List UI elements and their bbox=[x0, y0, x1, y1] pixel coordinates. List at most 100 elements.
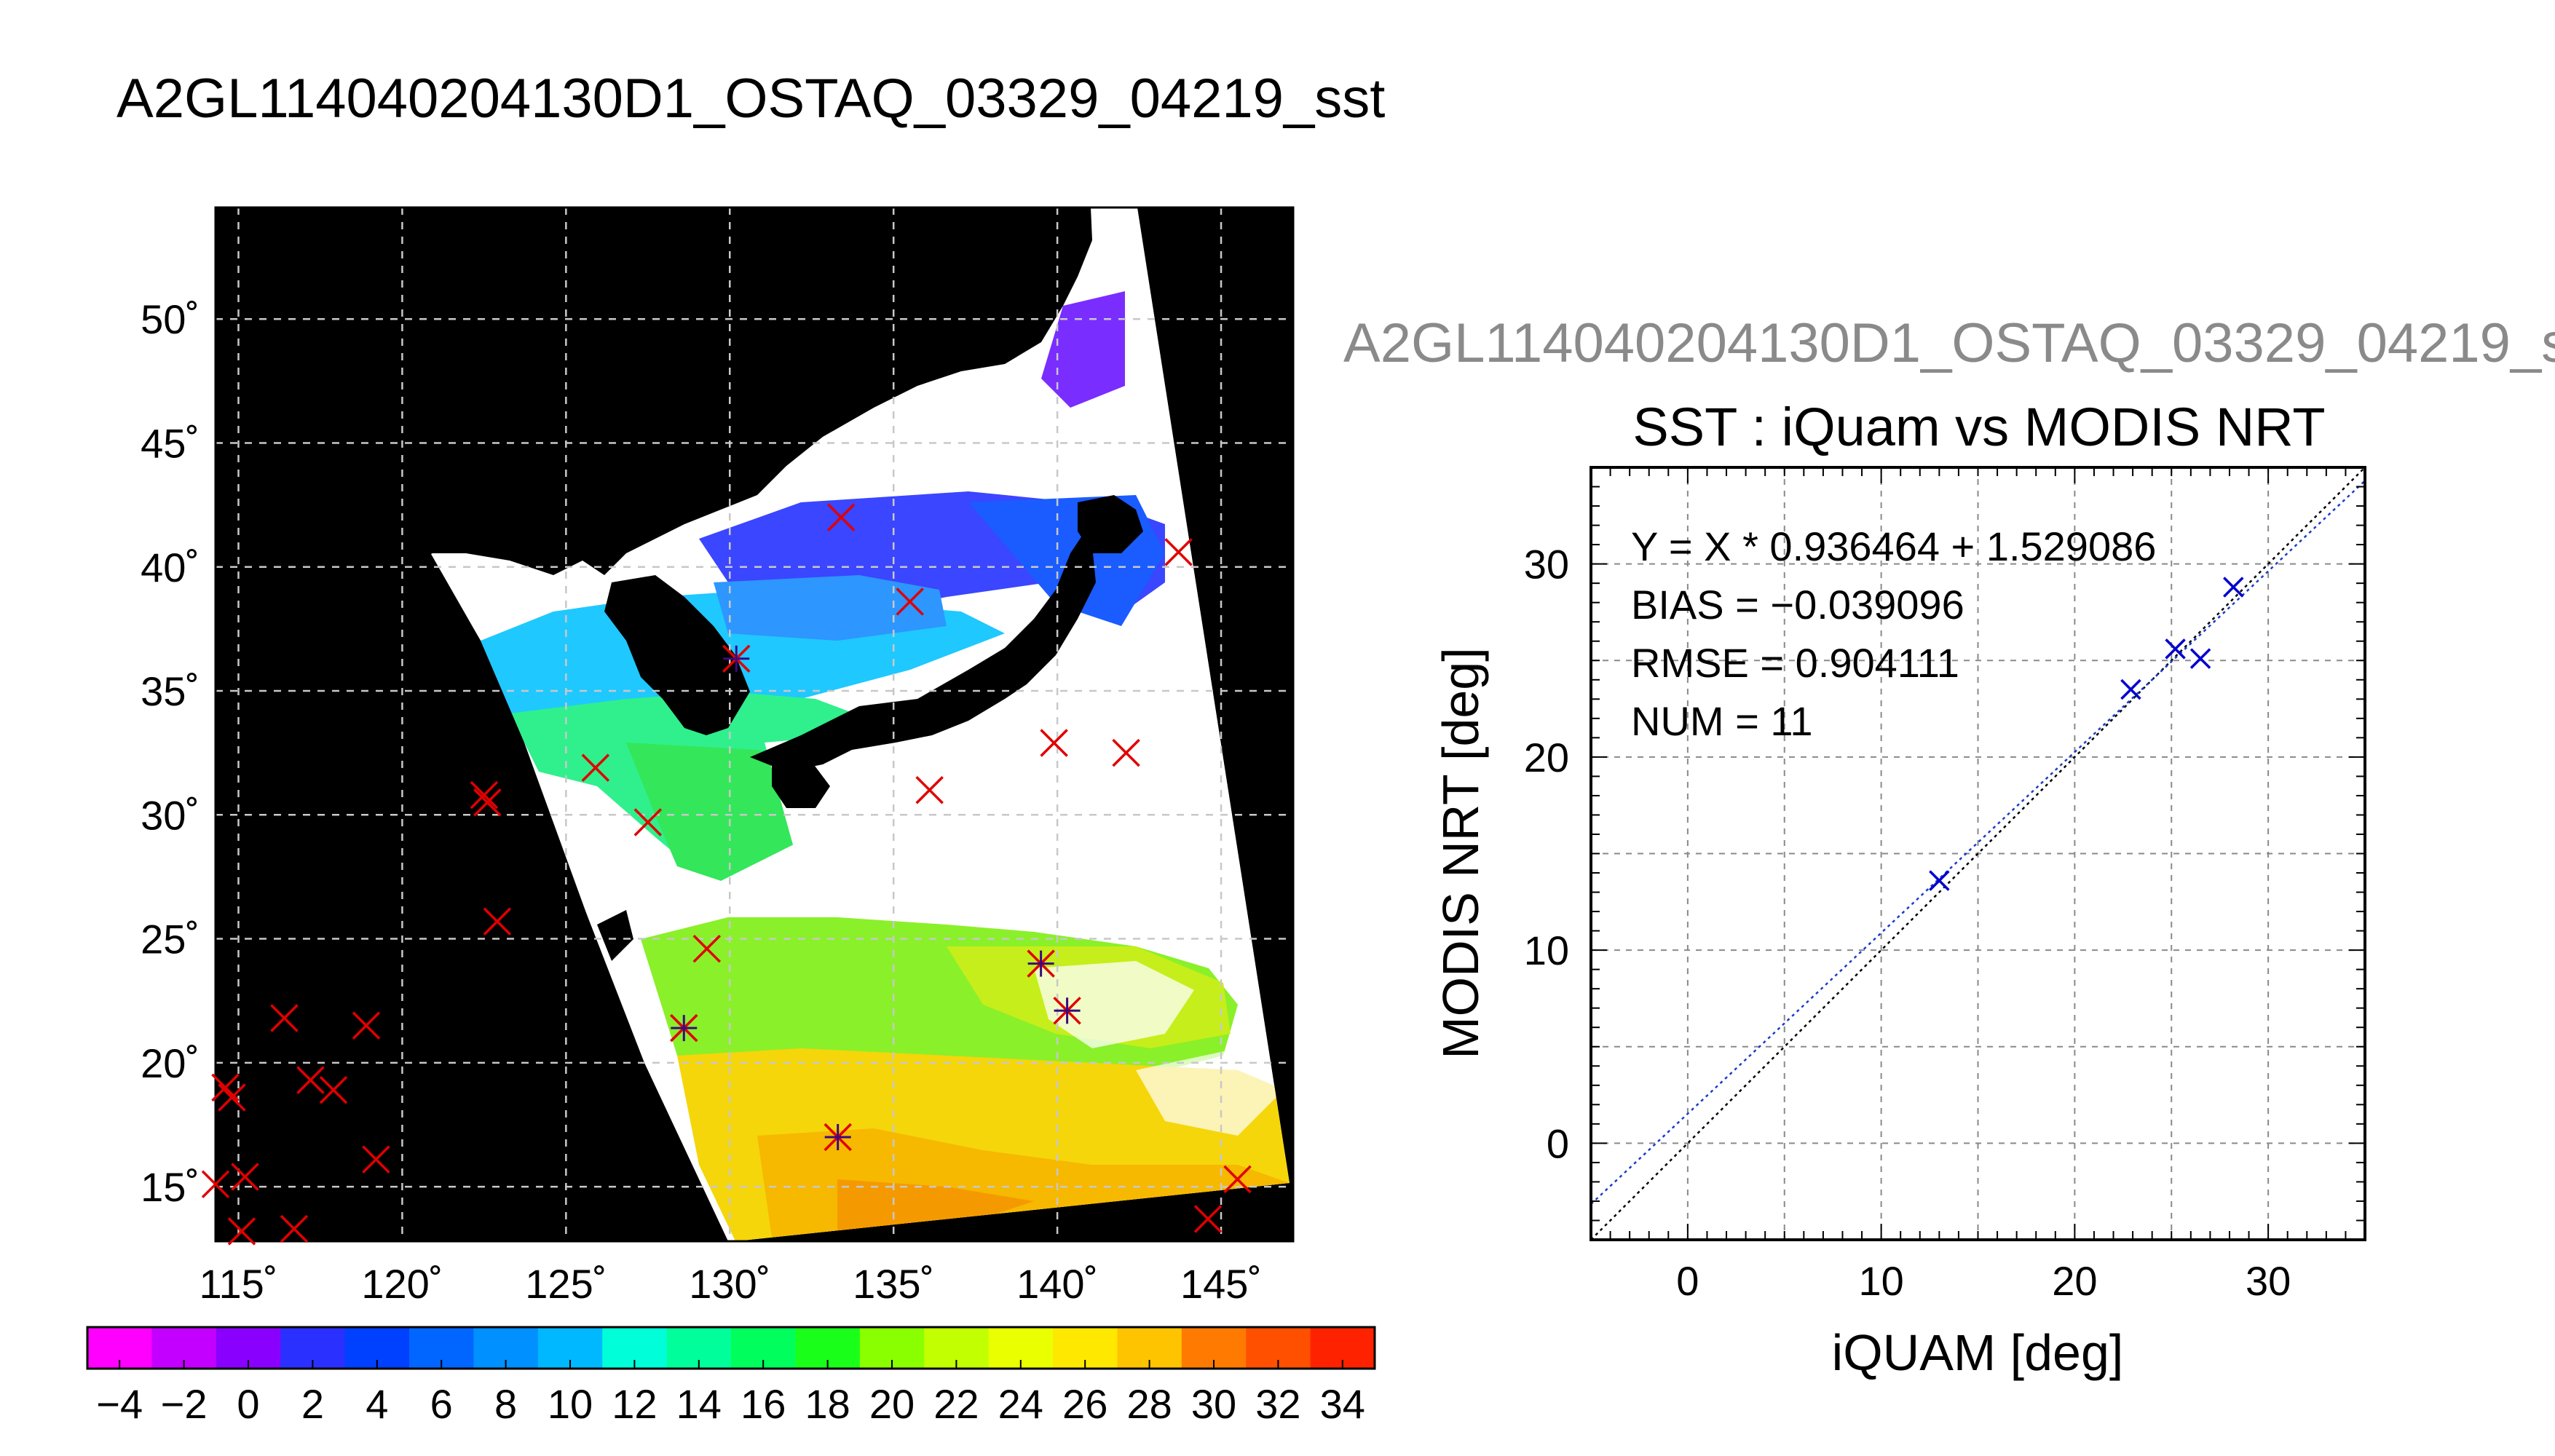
map-marker-red bbox=[581, 753, 610, 782]
map-marker-red bbox=[473, 788, 502, 817]
map-marker-red bbox=[227, 1217, 256, 1246]
map-marker-matched bbox=[824, 1123, 852, 1152]
map-marker-red bbox=[692, 934, 722, 963]
map-lon-tick: 115˚ bbox=[200, 1261, 278, 1307]
map-marker-red bbox=[1164, 538, 1193, 566]
colorbar-tick: 30 bbox=[1191, 1381, 1236, 1427]
map-marker-red bbox=[826, 503, 856, 531]
map-lat-tick: 50˚ bbox=[141, 296, 200, 342]
map-lon-tick: 140˚ bbox=[1016, 1261, 1098, 1307]
map-marker-red bbox=[231, 1163, 259, 1191]
map-marker-red bbox=[470, 780, 499, 810]
map-marker-red bbox=[483, 907, 512, 935]
landmass-kyushu bbox=[772, 757, 830, 808]
map-marker-matched bbox=[670, 1013, 698, 1042]
map-marker-red bbox=[1223, 1165, 1252, 1194]
colorbar-tick: 6 bbox=[430, 1381, 453, 1427]
map-lat-tick: 15˚ bbox=[141, 1164, 200, 1210]
map-lat-tick: 45˚ bbox=[141, 421, 200, 467]
colorbar-tick: 18 bbox=[805, 1381, 850, 1427]
scatter-y-tick: 20 bbox=[1524, 735, 1569, 780]
colorbar-tick: 28 bbox=[1126, 1381, 1172, 1427]
landmass-japan bbox=[750, 531, 1096, 772]
scatter-ticks: 0 10 20 30 0 10 20 30 bbox=[1524, 467, 2366, 1304]
colorbar-tick: 4 bbox=[366, 1381, 388, 1427]
scatter-x-tick: 10 bbox=[1858, 1258, 1903, 1304]
colorbar-tick: 16 bbox=[741, 1381, 786, 1427]
colorbar-tick: 14 bbox=[676, 1381, 722, 1427]
map-marker-red bbox=[352, 1011, 381, 1040]
map-lon-tick: 130˚ bbox=[689, 1261, 770, 1307]
landmass-korea bbox=[604, 575, 750, 735]
scatter-title: SST : iQuam vs MODIS NRT bbox=[1632, 397, 2325, 457]
map-lat-tick: 35˚ bbox=[141, 668, 200, 714]
map-marker-red bbox=[915, 776, 944, 804]
map-marker-red bbox=[1193, 1205, 1223, 1233]
map-marker-matched bbox=[1027, 949, 1055, 978]
map-marker-matched bbox=[722, 644, 751, 673]
scatter-stat-line: NUM = 11 bbox=[1631, 698, 1812, 744]
scatter-point bbox=[1929, 870, 1950, 891]
map-markers bbox=[201, 503, 1252, 1246]
scatter-point bbox=[2165, 638, 2186, 660]
map-marker-red bbox=[633, 808, 663, 836]
colorbar-frame bbox=[86, 1326, 1376, 1370]
colorbar-tick: −2 bbox=[161, 1381, 208, 1427]
scatter-y-tick: 30 bbox=[1524, 542, 1569, 587]
map-marker-red bbox=[319, 1076, 348, 1104]
map-frame bbox=[214, 206, 1295, 1243]
scatter-x-tick: 20 bbox=[2052, 1258, 2097, 1304]
map-marker-red bbox=[1112, 738, 1140, 767]
colorbar-tick: 0 bbox=[237, 1381, 259, 1427]
scatter-y-axis-label: MODIS NRT [deg] bbox=[1432, 647, 1489, 1059]
colorbar: −4 −2 0 2 4 6 8 10 12 14 16 18 20 22 24 26 28 30 32 34 bbox=[86, 1326, 1376, 1427]
landmass-hokkaido bbox=[1078, 495, 1143, 553]
map-lat-tick: 25˚ bbox=[141, 917, 200, 962]
map-lat-tick: 40˚ bbox=[141, 545, 200, 590]
scatter-stat-line: BIAS = −0.039096 bbox=[1631, 582, 1964, 628]
colorbar-tick: 34 bbox=[1320, 1381, 1365, 1427]
scatter-stat-line: Y = X * 0.936464 + 1.529086 bbox=[1631, 523, 2156, 569]
landmass-asia bbox=[216, 207, 1092, 1241]
colorbar-tick: −4 bbox=[96, 1381, 143, 1427]
colorbar-tick: 20 bbox=[869, 1381, 915, 1427]
scatter-y-tick: 10 bbox=[1524, 927, 1569, 973]
map-marker-red bbox=[218, 1083, 246, 1112]
map-marker-red bbox=[362, 1145, 390, 1174]
scatter-x-axis-label: iQUAM [deg] bbox=[1832, 1324, 2124, 1381]
colorbar-tick: 32 bbox=[1255, 1381, 1300, 1427]
map-lat-tick: 20˚ bbox=[141, 1040, 200, 1086]
map-marker-red bbox=[270, 1004, 299, 1032]
page-title: A2GL114040204130D1_OSTAQ_03329_04219_sst bbox=[117, 68, 1386, 130]
scatter-point bbox=[2120, 678, 2141, 700]
map-lat-tick: 30˚ bbox=[141, 792, 200, 838]
map-marker-red bbox=[296, 1066, 325, 1094]
scatter-stats: Y = X * 0.936464 + 1.529086 BIAS = −0.039… bbox=[1631, 523, 2156, 744]
colorbar-tick: 24 bbox=[998, 1381, 1043, 1427]
scatter-grid bbox=[1591, 467, 2365, 1240]
scatter-points bbox=[1929, 577, 2244, 891]
map-marker-red bbox=[1040, 729, 1068, 757]
map-marker-matched bbox=[1053, 997, 1081, 1025]
map-grid bbox=[216, 207, 1293, 1241]
map-tick-labels: 115˚ 120˚ 125˚ 130˚ 135˚ 140˚ 145˚ 50˚ 45˚ 40˚ 35˚… bbox=[141, 296, 1262, 1307]
colorbar-tick: 2 bbox=[301, 1381, 324, 1427]
map-lon-tick: 145˚ bbox=[1180, 1261, 1262, 1307]
scatter-x-tick: 30 bbox=[2246, 1258, 2291, 1304]
map-marker-red bbox=[201, 1170, 230, 1198]
scatter-lines bbox=[1590, 467, 2366, 1241]
scatter-point bbox=[2223, 577, 2244, 598]
map-lon-tick: 125˚ bbox=[525, 1261, 607, 1307]
map-marker-red bbox=[896, 587, 924, 616]
landmass-taiwan bbox=[597, 910, 633, 961]
scatter-one-to-one-line bbox=[1590, 467, 2366, 1241]
scatter-point bbox=[2189, 648, 2211, 669]
map-lon-tick: 135˚ bbox=[853, 1261, 934, 1307]
colorbar-tick: 22 bbox=[933, 1381, 979, 1427]
colorbar-tick: 10 bbox=[548, 1381, 593, 1427]
scatter-stat-line: RMSE = 0.904111 bbox=[1631, 640, 1959, 686]
colorbar-tick: 26 bbox=[1062, 1381, 1107, 1427]
colorbar-tick: 12 bbox=[612, 1381, 657, 1427]
